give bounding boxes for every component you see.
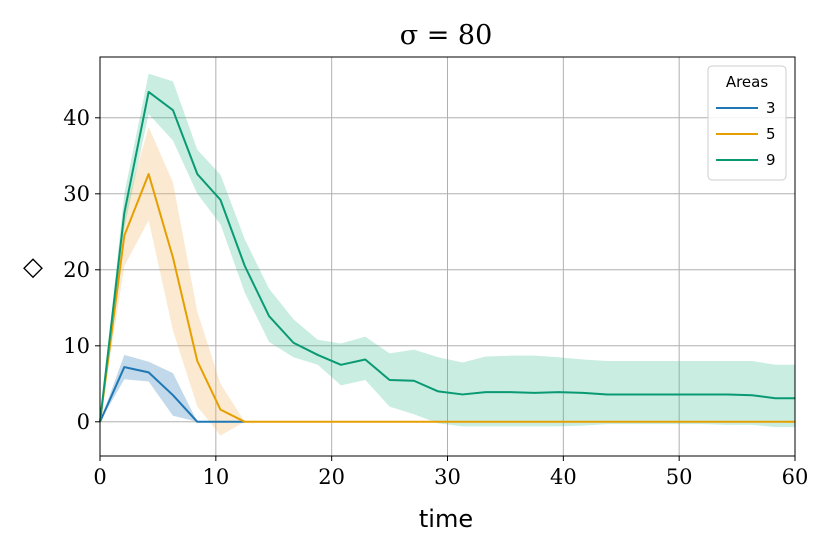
x-tick-label: 40 [550,465,577,489]
band-series-9 [100,73,795,428]
legend-title: Areas [726,73,769,91]
x-tick-label: 50 [666,465,693,489]
confidence-bands [100,73,795,436]
x-tick-label: 0 [93,465,106,489]
x-tick-label: 10 [202,465,229,489]
series-lines [99,90,795,423]
legend-box [707,65,787,181]
line-series-3 [99,366,245,423]
legend-label-3: 3 [766,99,776,117]
y-tick-label: 0 [77,410,90,434]
y-tick-label: 10 [63,334,90,358]
line-series-9 [99,90,795,422]
x-axis-label: time [419,505,473,533]
chart-title: σ = 80 [400,20,493,51]
y-tick-label: 30 [63,182,90,206]
y-axis-ticks: 0 10 20 30 40 [63,106,100,434]
legend-label-5: 5 [766,125,776,143]
line-series-5 [99,173,795,423]
x-tick-label: 20 [318,465,345,489]
x-tick-label: 60 [782,465,809,489]
band-series-3 [100,354,245,422]
y-axis-label: ◇ [23,252,43,282]
x-tick-label: 30 [434,465,461,489]
y-tick-label: 20 [63,258,90,282]
legend-label-9: 9 [766,151,776,169]
legend: Areas 3 5 9 [707,65,787,181]
y-tick-label: 40 [63,106,90,130]
x-axis-ticks: 0 10 20 30 40 50 60 [93,456,808,489]
